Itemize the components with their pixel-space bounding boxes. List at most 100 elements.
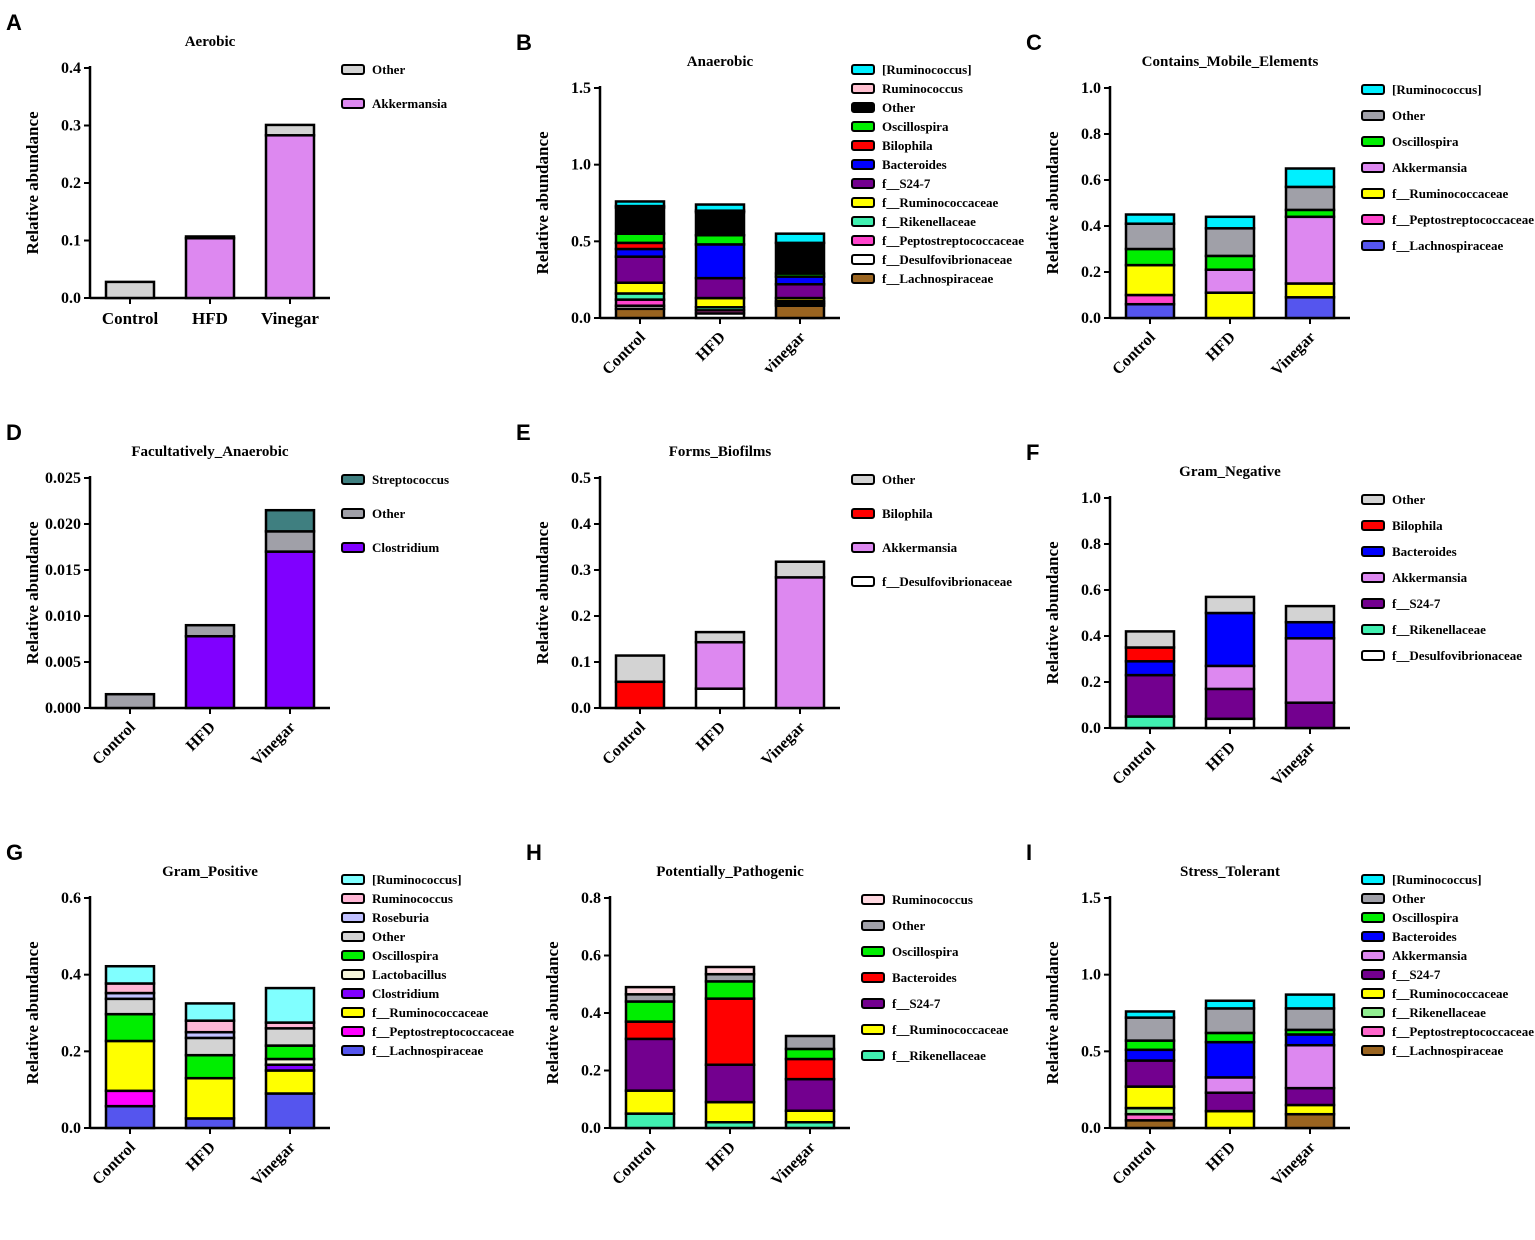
chart-svg: Gram_Positive Relative abundance 0.0 0.2 0.4… — [23, 864, 514, 1190]
bar-segment-akkermansia — [774, 576, 826, 710]
bar-segment-bilophila — [614, 680, 666, 710]
y-tick-label: 0.0 — [571, 310, 591, 327]
y-tick-label: 0.1 — [61, 233, 81, 250]
chart-svg: Gram_Negative Relative abundance 0.0 0.2 0.4… — [1043, 464, 1522, 789]
legend-label: f__Lachnospiraceae — [1392, 238, 1503, 253]
panel-c: C Contains_Mobile_Elements Relative abunda… — [1020, 30, 1534, 430]
y-tick-label: 0.5 — [571, 233, 591, 250]
legend-label: Ruminococcus — [372, 891, 453, 906]
legend-label: Other — [372, 506, 405, 521]
y-tick-label: 0.4 — [571, 516, 591, 533]
bar-segment-f-ruminococcaceae — [694, 296, 746, 309]
legend-swatch — [1361, 950, 1385, 961]
bar-segment--ruminococcus- — [694, 203, 746, 212]
y-axis-label: Relative abundance — [543, 941, 562, 1085]
x-tick-label: Control — [89, 718, 139, 768]
x-tick-label: HFD — [1203, 1139, 1239, 1175]
legend-swatch — [1361, 162, 1385, 173]
legend-swatch — [861, 1050, 885, 1061]
legend-swatch — [861, 920, 885, 931]
y-axis-label: Relative abundance — [23, 111, 42, 255]
y-tick-label: 1.0 — [1081, 967, 1101, 984]
bar-segment-clostridium — [264, 550, 316, 710]
legend-label: Bilophila — [882, 138, 933, 153]
bar-segment-other — [1284, 1007, 1336, 1032]
y-tick-label: 0.2 — [581, 1063, 601, 1080]
bar-segment-f-ruminococcaceae — [1204, 291, 1256, 320]
bar-segment-f-rikenellaceae — [624, 1112, 676, 1130]
chart-title: Gram_Positive — [162, 864, 258, 880]
legend-label: Oscillospira — [1392, 134, 1459, 149]
legend-label: f__Desulfovibrionaceae — [1392, 648, 1522, 663]
bar-segment-f-desulfovibrionaceae — [694, 687, 746, 710]
x-tick-label: Vinegar — [248, 1139, 299, 1190]
bar-segment-bacteroides — [1204, 1040, 1256, 1079]
bar-segment--ruminococcus- — [614, 200, 666, 208]
x-tick-label: Vinegar — [1268, 1139, 1319, 1190]
chart-svg: Potentially_Pathogenic Relative abundance… — [543, 864, 1008, 1189]
legend-swatch — [1361, 240, 1385, 251]
panel-letter: F — [1026, 440, 1040, 465]
bar-segment-akkermansia — [184, 236, 236, 300]
legend-swatch — [1361, 893, 1385, 904]
y-tick-label: 0.4 — [1081, 218, 1101, 235]
bar-segment-f-peptostreptococcaceae — [104, 1089, 156, 1108]
bar-segment-other — [184, 235, 236, 240]
figure-grid: A Aerobic Relative abundance 0.0 0.1 0.2 0.3 0.… — [6, 10, 1534, 1190]
legend-swatch — [861, 1024, 885, 1035]
legend-label: f__Rikenellaceae — [1392, 1005, 1486, 1020]
y-tick-label: 0.4 — [61, 967, 81, 984]
legend-label: f__Lachnospiraceae — [1392, 1043, 1503, 1058]
bar-segment-bacteroides — [704, 997, 756, 1066]
bar-segment-f-lachnospiraceae — [184, 1117, 236, 1130]
legend-label: Bacteroides — [882, 157, 947, 172]
legend-label: Other — [372, 929, 405, 944]
bar-segment-f-lachnospiraceae — [1284, 296, 1336, 320]
y-tick-label: 0.8 — [1081, 126, 1101, 143]
legend-swatch — [341, 64, 365, 75]
legend-label: Other — [372, 62, 405, 77]
y-tick-label: 0.8 — [1081, 536, 1101, 553]
legend-swatch — [851, 102, 875, 113]
bar-segment--ruminococcus- — [1204, 215, 1256, 230]
legend-swatch — [341, 1007, 365, 1018]
bar-segment-f-ruminococcaceae — [784, 1109, 836, 1124]
legend-swatch — [851, 542, 875, 553]
legend-label: Bacteroides — [1392, 544, 1457, 559]
bar-segment-f-s24-7 — [694, 276, 746, 300]
legend-swatch — [341, 893, 365, 904]
legend-swatch — [1361, 546, 1385, 557]
legend-label: Oscillospira — [372, 948, 439, 963]
y-axis-label: Relative abundance — [23, 941, 42, 1085]
y-tick-label: 0.015 — [45, 562, 81, 579]
bar-segment-oscillospira — [624, 1000, 676, 1023]
bar-segment-oscillospira — [184, 1053, 236, 1080]
x-tick-label: Vinegar — [758, 719, 809, 770]
legend-label: f__Peptostreptococcaceae — [372, 1024, 514, 1039]
y-axis-label: Relative abundance — [533, 521, 552, 665]
panel-f: F Gram_Negative Relative abundance 0.0 0.2 0.… — [1020, 440, 1532, 840]
bar-segment-other — [264, 1027, 316, 1047]
bar-segment-bacteroides — [624, 1020, 676, 1041]
legend-swatch — [861, 946, 885, 957]
legend-swatch — [1361, 84, 1385, 95]
bar-segment-f-ruminococcaceae — [1284, 282, 1336, 299]
bar-segment-f-ruminococcaceae — [184, 1076, 236, 1120]
chart-title: Forms_Biofilms — [669, 444, 772, 460]
chart-title: Aerobic — [185, 34, 236, 50]
bar-segment-other — [1204, 227, 1256, 258]
panel-g: G Gram_Positive Relative abundance 0.0 0.2 0.… — [0, 840, 514, 1240]
legend-swatch — [861, 998, 885, 1009]
x-tick-label: Control — [609, 1138, 659, 1188]
y-tick-label: 0.0 — [61, 1120, 81, 1137]
legend-swatch — [851, 197, 875, 208]
legend-label: Akkermansia — [882, 540, 958, 555]
bar-segment--ruminococcus- — [184, 1002, 236, 1022]
x-tick-label: HFD — [693, 719, 729, 755]
bar-segment--ruminococcus- — [1204, 999, 1256, 1010]
bar-segment-akkermansia — [694, 640, 746, 690]
legend-label: f__S24-7 — [1392, 967, 1441, 982]
bar-segment-ruminococcus — [704, 965, 756, 976]
legend-label: Clostridium — [372, 540, 439, 555]
bar-segment-bacteroides — [1284, 620, 1336, 640]
